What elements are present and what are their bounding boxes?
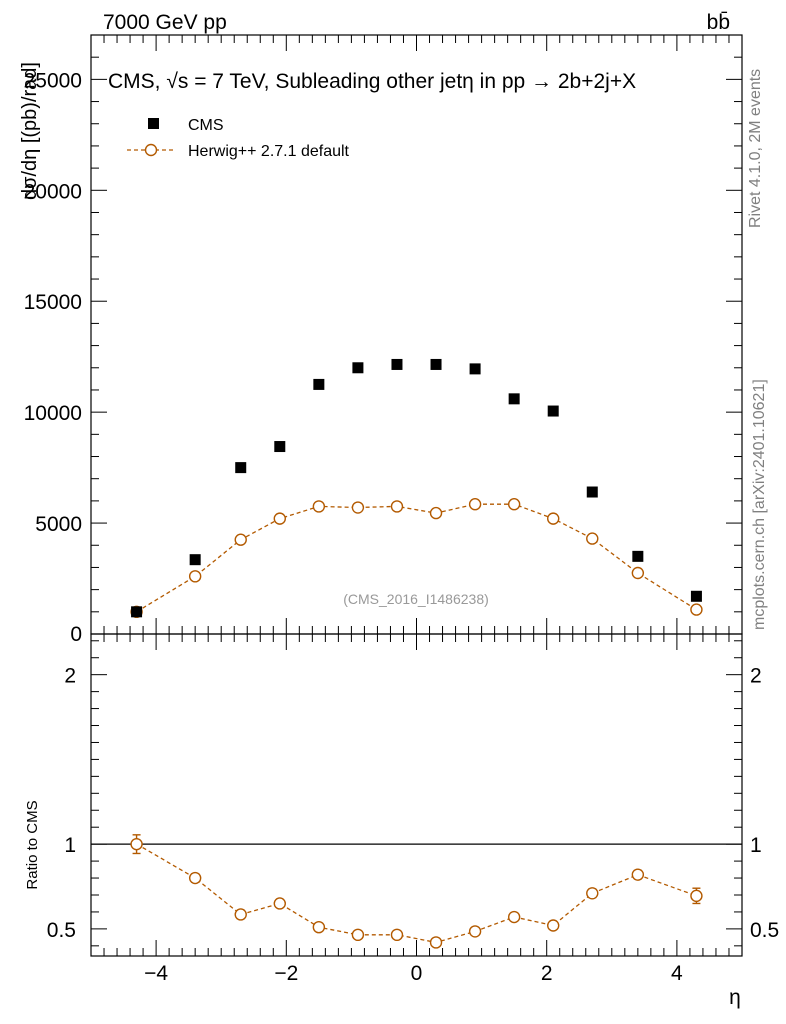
source-label: mcplots.cern.ch [arXiv:2401.10621] xyxy=(751,379,768,630)
x-tick-label: 4 xyxy=(671,962,683,985)
ratio-y-tick-label: 0.5 xyxy=(47,919,76,942)
ratio-plot-frame xyxy=(90,633,743,957)
x-tick-label: 0 xyxy=(411,962,423,985)
mc-point xyxy=(234,533,247,546)
ratio-point xyxy=(130,837,143,851)
mc-point xyxy=(468,498,482,511)
mc-point xyxy=(507,498,521,511)
x-tick-label: −4 xyxy=(144,962,168,985)
cms-point xyxy=(313,378,325,390)
ratio-point xyxy=(690,889,703,903)
mc-point xyxy=(351,501,365,514)
cms-point xyxy=(547,405,559,417)
ratio-plot-panel: 0.5 0.5 1 1 2 2 xyxy=(47,633,779,957)
cms-point xyxy=(586,486,598,498)
x-tick-label: 2 xyxy=(541,962,553,985)
y-tick-label: 10000 xyxy=(24,402,82,425)
ratio-point xyxy=(547,919,560,932)
cms-point xyxy=(274,441,286,453)
ratio-axis-ticks xyxy=(91,634,742,956)
cms-point xyxy=(235,462,247,474)
ratio-point xyxy=(631,868,645,881)
y-tick-label: 5000 xyxy=(35,513,82,536)
main-axis-ticks xyxy=(91,35,742,634)
ratio-point xyxy=(234,908,247,921)
ratio-series xyxy=(130,834,703,949)
ratio-y-tick-label-right: 0.5 xyxy=(750,919,779,942)
ratio-point xyxy=(390,928,404,942)
ratio-y-tick-labels: 0.5 0.5 1 1 2 2 xyxy=(47,665,779,942)
ratio-point xyxy=(468,925,482,938)
cms-point xyxy=(391,358,403,370)
cms-point xyxy=(632,550,644,562)
cms-point xyxy=(508,393,520,405)
ratio-point xyxy=(586,887,599,900)
ratio-point xyxy=(351,928,365,942)
data-series xyxy=(131,358,702,618)
x-tick-labels: −4 −2 0 2 4 xyxy=(144,962,683,985)
ratio-point xyxy=(429,936,443,949)
mc-line xyxy=(136,503,697,613)
cms-point xyxy=(189,554,201,566)
ratio-point xyxy=(273,897,286,910)
legend-mc-marker xyxy=(144,143,158,157)
rivet-version-label: Rivet 4.1.0, 2M events xyxy=(747,69,764,228)
x-tick-label: −2 xyxy=(274,962,298,985)
y-axis-label: dσ/dη [(pb)/rad] xyxy=(19,62,41,200)
ratio-line xyxy=(136,843,697,944)
y-tick-label-zero: 0 xyxy=(70,623,82,646)
cms-point xyxy=(352,362,364,374)
ratio-y-tick-label-right: 1 xyxy=(750,834,762,857)
mc-point xyxy=(312,500,326,513)
ratio-y-tick-label: 1 xyxy=(64,834,76,857)
ratio-point xyxy=(188,871,202,885)
mc-point xyxy=(547,512,560,525)
legend-mc-label: Herwig++ 2.7.1 default xyxy=(188,143,350,160)
cms-point xyxy=(469,363,481,375)
mc-point xyxy=(188,570,202,583)
ratio-y-tick-label-right: 2 xyxy=(750,665,762,688)
mc-point xyxy=(690,603,703,616)
main-plot-panel: 5000 10000 15000 20000 25000 0 xyxy=(24,34,743,646)
cms-point xyxy=(690,590,702,602)
mc-point xyxy=(429,506,443,520)
ratio-point xyxy=(312,920,326,934)
y-tick-label: 15000 xyxy=(24,291,82,314)
process-label: bb̄ xyxy=(707,11,730,34)
legend: CMS Herwig++ 2.7.1 default xyxy=(127,117,350,160)
y-tick-label: 25000 xyxy=(24,69,82,92)
collision-label: 7000 GeV pp xyxy=(103,11,227,34)
mc-point xyxy=(586,532,599,545)
mc-point xyxy=(390,500,404,513)
cms-point xyxy=(131,606,143,618)
legend-cms-marker xyxy=(148,118,159,129)
main-y-tick-labels: 5000 10000 15000 20000 25000 0 xyxy=(24,69,82,646)
chart-title: CMS, √s = 7 TeV, Subleading other jetη i… xyxy=(108,70,636,93)
x-axis-label: η xyxy=(729,986,741,1009)
ratio-y-tick-label: 2 xyxy=(64,665,76,688)
ratio-point xyxy=(507,910,521,924)
mc-point xyxy=(631,566,645,580)
mc-point xyxy=(273,512,286,525)
legend-cms-label: CMS xyxy=(188,117,224,134)
cms-point xyxy=(430,358,442,370)
y-tick-label: 20000 xyxy=(24,180,82,203)
analysis-watermark: (CMS_2016_I1486238) xyxy=(343,591,489,607)
ratio-y-axis-label: Ratio to CMS xyxy=(24,800,41,889)
mc-series xyxy=(130,498,703,619)
